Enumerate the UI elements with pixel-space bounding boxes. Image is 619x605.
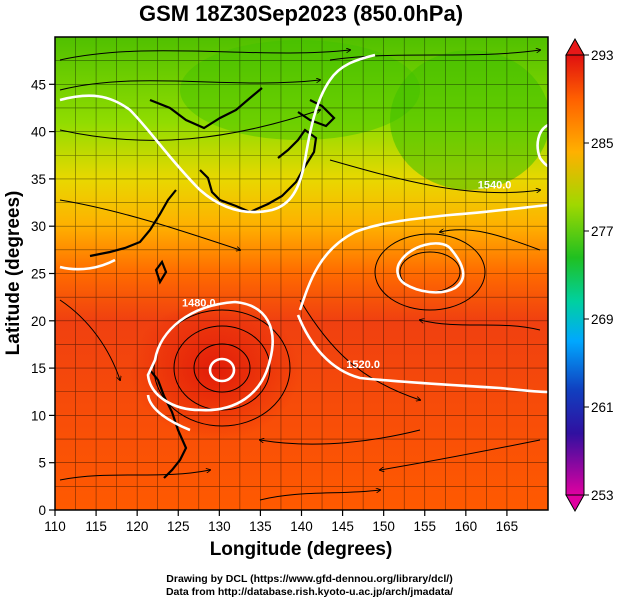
coast-china xyxy=(89,189,177,258)
high-streamline-2 xyxy=(374,233,486,311)
y-tick-label: 25 xyxy=(31,267,46,282)
colorbar-bottom-arrow xyxy=(565,494,585,513)
y-axis-label: Latitude (degrees) xyxy=(3,191,24,356)
y-tick-label: 20 xyxy=(31,314,46,329)
lat-lon-grid xyxy=(55,37,548,510)
typhoon-streamline-2 xyxy=(173,325,271,411)
chart-title: GSM 18Z30Sep2023 (850.0hPa) xyxy=(139,1,463,26)
colorbar-tick-label: 269 xyxy=(591,312,614,327)
x-tick-label: 120 xyxy=(126,519,149,534)
contour-label: 1480.0 xyxy=(182,298,216,310)
streamline-arc-14 xyxy=(259,490,380,501)
x-tick-label: 160 xyxy=(455,519,478,534)
x-tick-label: 125 xyxy=(167,519,190,534)
streamline-arc-1 xyxy=(59,50,350,61)
streamline-arc-8 xyxy=(260,429,421,445)
colorbar-top-arrow xyxy=(565,37,585,56)
y-tick-label: 5 xyxy=(38,456,46,471)
y-tick-label: 35 xyxy=(31,172,46,187)
streamline-arc-7 xyxy=(299,299,420,400)
streamline-arc-5 xyxy=(329,159,540,194)
y-tick-label: 40 xyxy=(31,125,46,140)
colorbar-tick-label: 285 xyxy=(591,136,614,151)
x-tick-label: 110 xyxy=(44,519,66,534)
x-tick-label: 115 xyxy=(85,519,107,534)
contour-1480 xyxy=(146,300,274,412)
contour-1520 xyxy=(59,203,548,432)
colorbar-tick-label: 253 xyxy=(591,488,614,503)
coastlines xyxy=(89,87,336,479)
streamline-arc-2 xyxy=(59,80,320,91)
typhoon-streamline-3 xyxy=(153,309,291,427)
y-tick-label: 30 xyxy=(31,219,46,234)
x-axis-ticks: 110 115 120 125 130 135 140 145 150 155 160 165 xyxy=(44,510,518,534)
y-tick-label: 45 xyxy=(31,77,46,92)
streamline-arc-6 xyxy=(59,199,240,250)
green-tongue-east xyxy=(390,50,548,190)
colorbar-tick-label: 293 xyxy=(591,48,614,63)
contour-typhoon-inner xyxy=(208,357,236,383)
contour-east-ring xyxy=(536,123,548,168)
map-plot-area xyxy=(55,37,548,510)
contour-label: 1520.0 xyxy=(346,359,380,371)
y-tick-label: 15 xyxy=(31,361,46,376)
contour-high-cell xyxy=(396,242,465,294)
contour-labels: 1480.0 1520.0 1540.0 xyxy=(182,179,511,371)
x-tick-label: 155 xyxy=(413,519,436,534)
credit-drawing: Drawing by DCL (https://www.gfd-dennou.o… xyxy=(166,573,453,585)
colorbar-ticks: 293 285 277 269 261 253 xyxy=(584,48,614,503)
streamline-arc-4 xyxy=(329,50,540,61)
y-tick-label: 10 xyxy=(31,408,46,423)
x-tick-label: 135 xyxy=(249,519,272,534)
x-axis-label: Longitude (degrees) xyxy=(210,539,393,560)
coast-hokkaido xyxy=(297,99,336,128)
colorbar-fill xyxy=(565,54,585,496)
coast-manchuria xyxy=(149,87,263,130)
streamline-arc-12 xyxy=(440,230,541,251)
coast-korea-japan xyxy=(199,128,318,214)
coast-philippines xyxy=(149,369,188,479)
credit-data: Data from http://database.rish.kyoto-u.a… xyxy=(165,586,454,598)
colorbar: 293 285 277 269 261 253 xyxy=(565,37,614,513)
y-tick-label: 0 xyxy=(38,503,46,518)
contour-label: 1540.0 xyxy=(478,179,512,191)
x-tick-label: 165 xyxy=(496,519,519,534)
x-tick-label: 140 xyxy=(290,519,313,534)
streamline-arc-3 xyxy=(59,110,320,141)
colorbar-tick-label: 261 xyxy=(591,400,614,415)
streamline-arc-9 xyxy=(380,439,541,470)
x-tick-label: 150 xyxy=(372,519,395,534)
height-contours xyxy=(59,53,548,432)
contour-north xyxy=(59,53,376,214)
colorbar-tick-label: 277 xyxy=(591,224,614,239)
streamline-arc-13 xyxy=(59,299,120,380)
green-tongue-west xyxy=(180,40,420,140)
y-axis-ticks: 0 5 10 15 20 25 30 35 40 45 xyxy=(31,77,55,518)
coast-taiwan xyxy=(154,259,168,285)
streamline-arc-10 xyxy=(59,470,210,481)
streamlines xyxy=(59,50,541,501)
x-tick-label: 130 xyxy=(208,519,231,534)
streamline-arc-11 xyxy=(420,320,541,331)
x-tick-label: 145 xyxy=(331,519,354,534)
typhoon-streamline-1 xyxy=(193,343,251,393)
